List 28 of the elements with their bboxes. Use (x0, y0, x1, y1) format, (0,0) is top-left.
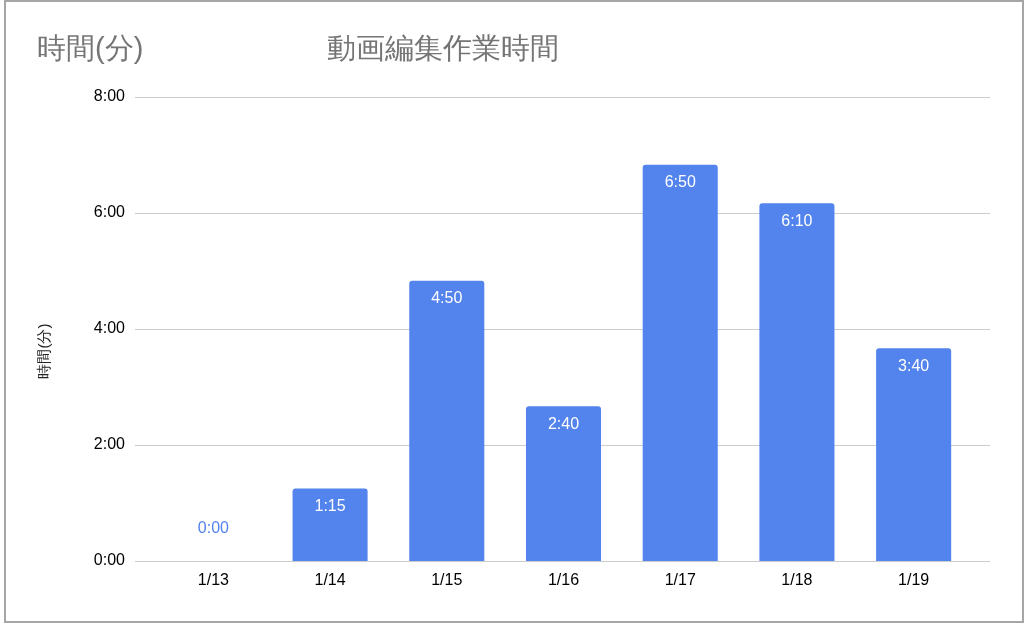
bar (759, 203, 835, 561)
y-tick-label: 0:00 (93, 551, 126, 569)
bar (409, 280, 485, 561)
data-label: 6:50 (664, 173, 696, 191)
data-label: 0:00 (197, 519, 230, 537)
bar (292, 488, 368, 561)
data-label: 6:10 (781, 211, 813, 229)
y-tick-label: 8:00 (93, 87, 126, 105)
x-tick-label: 1/18 (781, 571, 813, 589)
x-tick-label: 1/17 (664, 571, 696, 589)
data-label: 2:40 (547, 414, 580, 432)
x-tick-label: 1/19 (898, 571, 930, 589)
y-axis-title: 時間(分) (35, 323, 53, 379)
data-label: 3:40 (898, 356, 930, 374)
bar (525, 406, 602, 561)
x-tick-label: 1/14 (314, 571, 346, 589)
chart-title: 動画編集作業時間 (327, 31, 559, 66)
x-tick-label: 1/15 (431, 571, 463, 589)
y-tick-label: 2:00 (93, 435, 126, 453)
x-tick-label: 1/16 (547, 571, 580, 589)
bar (642, 164, 718, 561)
data-label: 1:15 (314, 496, 346, 514)
bar (876, 348, 952, 561)
x-tick-label: 1/13 (197, 571, 230, 589)
data-label: 4:50 (431, 289, 463, 307)
y-tick-label: 4:00 (93, 319, 126, 337)
text: 時間(分) (37, 31, 144, 66)
y-tick-label: 6:00 (93, 203, 126, 221)
